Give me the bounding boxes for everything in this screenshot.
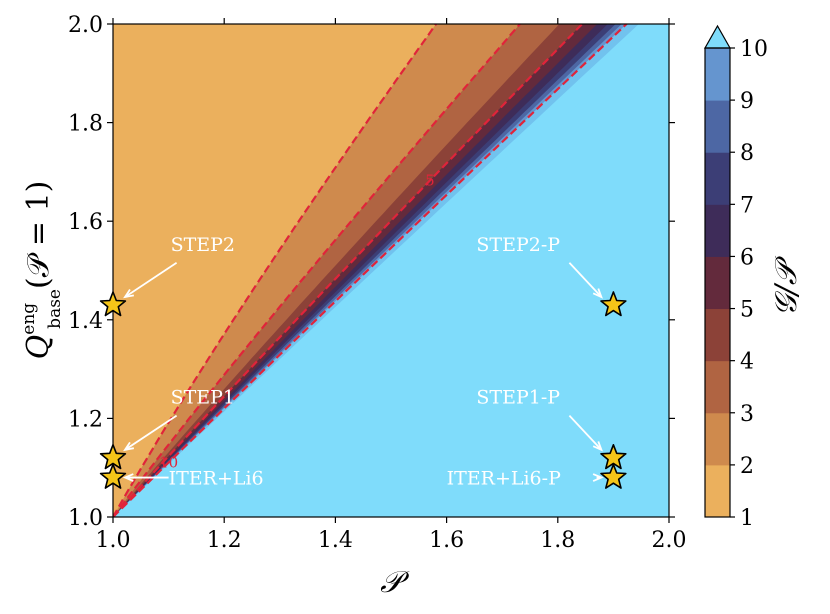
colorbar-tick-label: 10	[740, 37, 768, 62]
label-iter-li6: ITER+Li6	[169, 468, 264, 490]
colorbar-tick-label: 3	[740, 402, 754, 427]
colorbar-label: 𝒢/𝒫	[769, 255, 804, 316]
arrowhead-iter-li6	[122, 473, 134, 482]
arrowhead-step2	[123, 289, 135, 299]
colorbar-band-5	[705, 256, 730, 310]
colorbar-tick-label: 9	[740, 89, 754, 114]
star-iter-li6	[99, 463, 127, 489]
label-iter-li6-p: ITER+Li6-P	[447, 468, 561, 490]
x-tick-label: 1.6	[429, 528, 464, 553]
colorbar-tick-label: 7	[740, 193, 754, 218]
arrow-step1	[124, 414, 178, 451]
contour-line-3	[113, 24, 522, 517]
label-step1: STEP1	[171, 387, 235, 409]
arrow-step2-p	[568, 262, 603, 298]
x-tick-label: 2.0	[652, 528, 687, 553]
contour-labels: 5 10	[159, 171, 435, 471]
y-tick-label: 2.0	[68, 13, 103, 38]
plot-area: 5 10	[112, 23, 670, 518]
plot-frame	[112, 23, 670, 518]
colorbar-band-8	[705, 100, 730, 153]
y-tick-label: 1.8	[68, 112, 103, 137]
colorbar-tick-label: 1	[740, 506, 754, 531]
contour-line-5	[113, 24, 584, 517]
colorbar-tick-label: 2	[740, 454, 754, 479]
label-step2: STEP2	[171, 234, 235, 256]
colorbar-band-1	[705, 464, 730, 518]
y-tick-label: 1.2	[68, 407, 103, 432]
label-step2-p: STEP2-P	[476, 234, 560, 256]
arrowhead-step2-p	[592, 288, 603, 299]
x-tick-label: 1.8	[540, 528, 575, 553]
colorbar-band-4	[705, 308, 730, 362]
colorbar-tick-label: 8	[740, 141, 754, 166]
star-step2	[99, 291, 127, 317]
colorbar-band-7	[705, 152, 730, 205]
star-iter-li6-p	[600, 463, 627, 489]
x-axis-ticks: 1.0 1.2 1.4 1.6 1.8 2.0	[96, 18, 687, 553]
colorbar-band-6	[705, 204, 730, 257]
y-axis-label-tail: (𝒫 = 1)	[21, 181, 56, 289]
y-axis-label-main: Q	[21, 335, 56, 360]
contour-line-2	[113, 24, 438, 517]
colorbar-frame	[704, 47, 731, 518]
arrow-step1-p	[568, 414, 603, 451]
contour-band-12	[113, 24, 669, 517]
colorbar-tick-label: 6	[740, 245, 754, 270]
colorbar-band-3	[705, 360, 730, 414]
contour-label-10: 10	[159, 453, 178, 471]
colorbar-tick-label: 4	[740, 350, 754, 375]
y-axis-label-sub: base	[45, 289, 65, 329]
star-step2-p	[600, 291, 627, 317]
y-axis-ticks: 1.0 1.2 1.4 1.6 1.8 2.0	[68, 13, 675, 531]
contour-line-10	[113, 24, 629, 517]
arrow-step2	[124, 262, 178, 298]
y-tick-label: 1.6	[68, 210, 103, 235]
label-step1-p: STEP1-P	[476, 387, 560, 409]
arrowhead-step1	[123, 441, 135, 452]
point-annotations: STEP2 STEP2-P STEP1 STEP1-P ITER+Li6 ITER+Li6…	[99, 234, 627, 490]
colorbar-extend-arrow	[703, 24, 732, 49]
colorbar-tick-label: 5	[740, 298, 754, 323]
contour-fills	[113, 24, 669, 517]
star-step1	[99, 444, 127, 470]
contour-lines	[113, 24, 629, 517]
y-axis-label: Qeng base(𝒫 = 1)	[19, 181, 65, 360]
y-tick-label: 1.0	[68, 506, 103, 531]
x-tick-label: 1.2	[207, 528, 242, 553]
arrowhead-iter-li6-p	[592, 473, 604, 482]
contour-label-5: 5	[425, 171, 435, 189]
y-tick-label: 1.4	[68, 309, 103, 334]
x-tick-label: 1.4	[318, 528, 353, 553]
colorbar-band-2	[705, 412, 730, 466]
star-step1-p	[600, 444, 627, 470]
colorbar-band-9	[705, 48, 730, 101]
x-axis-label: 𝒫	[380, 565, 410, 600]
x-tick-label: 1.0	[96, 528, 131, 553]
y-axis-label-sup: eng	[19, 303, 39, 335]
colorbar: 1 2 3 4 5 6 7 8 9 10	[703, 24, 768, 531]
arrowhead-step1-p	[592, 441, 603, 452]
